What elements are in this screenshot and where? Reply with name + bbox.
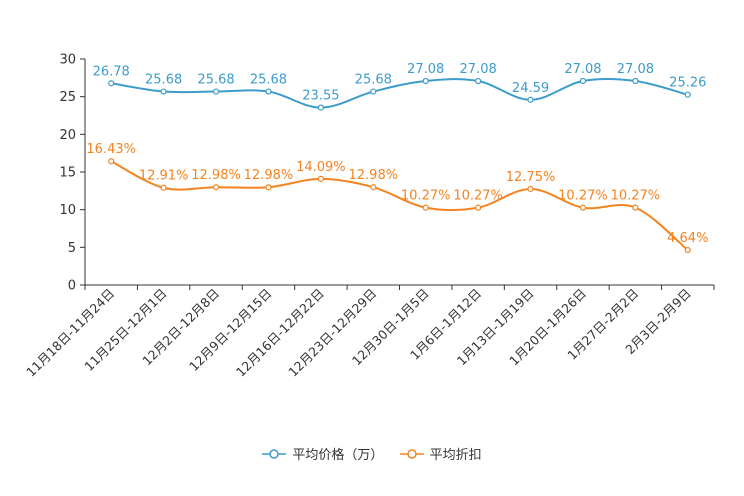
data-point[interactable] [317,104,324,111]
data-point[interactable] [370,184,377,191]
data-label: 27.08 [407,62,444,77]
data-label: 23.55 [302,89,339,104]
data-label: 16.43% [86,142,136,157]
data-point[interactable] [475,204,482,211]
y-tick-label: 15 [59,166,76,181]
legend-discount-marker-icon [399,448,424,459]
y-tick-label: 20 [59,128,76,143]
data-point[interactable] [108,80,115,87]
data-point[interactable] [579,204,587,211]
data-label: 12.75% [506,170,556,185]
data-label: 25.68 [145,73,182,88]
data-label: 27.08 [564,62,601,77]
data-label: 24.59 [512,81,549,96]
series-layer: 26.78 25.68 25.68 25.68 23.55 25.68 27.08 27.08… [86,62,708,254]
y-axis: 0 5 10 15 20 25 30 [59,53,86,294]
data-point[interactable] [160,88,167,95]
x-axis: 11月18日-11月24日11月25日-12月1日12月2日-12月8日12月9… [23,284,715,380]
data-label: 25.68 [355,73,392,88]
data-point[interactable] [475,77,482,85]
legend-item-price[interactable]: 平均价格（万） [262,444,383,463]
data-point[interactable] [422,77,429,85]
series-0: 26.78 25.68 25.68 25.68 23.55 25.68 27.08 27.08… [93,62,706,111]
data-point[interactable] [265,184,272,191]
data-point[interactable] [317,175,324,182]
data-label: 25.68 [250,73,287,88]
data-point[interactable] [422,204,429,211]
data-label: 10.27% [611,189,661,204]
y-tick-label: 30 [59,53,76,68]
data-label: 10.27% [453,189,503,204]
y-tick-label: 10 [59,203,76,218]
legend-price-marker-icon [262,448,287,459]
data-label: 12.98% [349,168,399,183]
data-label: 12.91% [139,169,189,184]
data-point[interactable] [212,88,220,95]
y-tick-label: 5 [68,241,76,256]
series-line [110,160,689,251]
data-label: 25.68 [197,73,234,88]
data-point[interactable] [212,184,220,191]
data-label: 12.98% [244,168,294,183]
data-point[interactable] [632,204,639,211]
data-point[interactable] [684,246,691,254]
data-point[interactable] [527,96,534,103]
data-label: 27.08 [460,62,497,77]
data-point[interactable] [684,91,691,98]
x-tick-label: 11月18日-11月24日 [23,286,117,380]
legend: 平均价格（万） 平均折扣 [0,444,744,464]
data-point[interactable] [108,158,115,165]
x-tick-label: 12月23日-12月29日 [285,286,379,380]
data-point[interactable] [632,77,639,85]
data-point[interactable] [160,184,167,191]
x-tick-label: 12月16日-12月22日 [233,286,327,380]
data-label: 10.27% [558,189,608,204]
data-label: 12.98% [191,168,241,183]
data-point[interactable] [527,185,534,193]
data-point[interactable] [579,77,587,85]
data-point[interactable] [265,88,272,95]
data-label: 25.26 [669,76,706,91]
data-label: 4.64% [667,231,708,246]
y-tick-label: 0 [68,279,76,294]
y-tick-label: 25 [59,90,76,105]
data-label: 27.08 [617,62,654,77]
legend-discount-label: 平均折扣 [429,448,482,463]
legend-price-label: 平均价格（万） [292,448,384,463]
data-label: 10.27% [401,189,451,204]
data-label: 26.78 [93,64,130,79]
series-line [111,77,689,109]
legend-item-discount[interactable]: 平均折扣 [399,444,482,463]
data-label: 14.09% [296,160,346,175]
data-point[interactable] [370,88,377,95]
series-1: 16.43%12.91% 12.98% 12.98%14.09%12.98%10.2… [86,142,708,254]
